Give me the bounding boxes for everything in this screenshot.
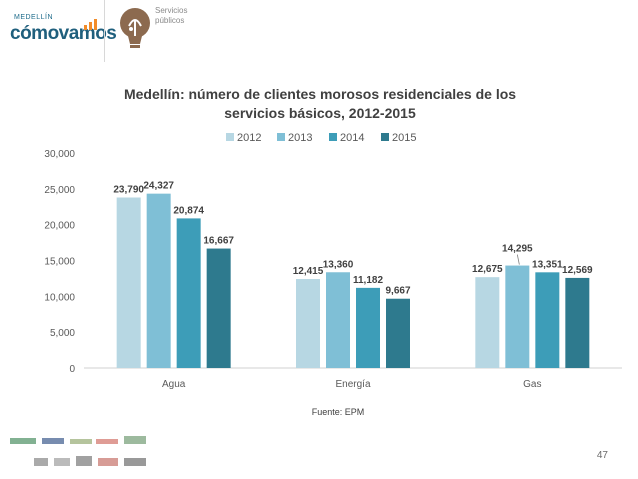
data-label-leader — [516, 254, 520, 265]
bar-energía-2014 — [356, 287, 380, 368]
legend-label: 2012 — [237, 132, 261, 144]
bar-energía-2013 — [326, 272, 350, 368]
bar-gas-2012 — [475, 277, 500, 368]
bar-chart-icon — [84, 19, 97, 30]
y-tick-label: 20,000 — [44, 221, 75, 232]
legend-swatch — [226, 133, 234, 141]
chart-title-line: servicios básicos, 2012-2015 — [224, 105, 416, 121]
data-label: 20,874 — [173, 205, 204, 216]
data-label: 13,360 — [323, 259, 354, 270]
data-label: 12,675 — [472, 264, 503, 275]
bar-agua-2012 — [116, 197, 141, 368]
x-tick-label: Agua — [162, 379, 186, 390]
legend-swatch — [381, 133, 389, 141]
chart-source: Fuente: EPM — [312, 407, 365, 417]
legend-swatch — [329, 133, 337, 141]
legend-label: 2014 — [340, 132, 364, 144]
data-label: 16,667 — [203, 236, 234, 247]
data-label: 12,415 — [293, 266, 324, 277]
page-number: 47 — [596, 450, 608, 461]
data-label: 11,182 — [353, 275, 383, 286]
legend-label: 2015 — [392, 132, 416, 144]
bar-energía-2012 — [296, 279, 320, 368]
y-tick-label: 25,000 — [44, 185, 75, 196]
bar-agua-2013 — [146, 193, 171, 368]
brand-city: MEDELLÍN — [14, 14, 54, 21]
chart-title-line: Medellín: número de clientes morosos res… — [124, 86, 516, 102]
legend-swatch — [277, 133, 285, 141]
y-tick-label: 5,000 — [50, 328, 75, 339]
bar-gas-2013 — [505, 265, 530, 368]
sponsor-logos — [10, 436, 146, 466]
y-tick-label: 10,000 — [44, 292, 75, 303]
bar-gas-2014 — [535, 272, 560, 368]
topic-label: Servicios públicos — [155, 6, 188, 25]
data-label: 14,295 — [502, 244, 533, 255]
data-label: 24,327 — [143, 181, 174, 192]
legend-label: 2013 — [288, 132, 312, 144]
bar-energía-2015 — [386, 298, 410, 368]
x-tick-label: Gas — [523, 379, 541, 390]
data-label: 23,790 — [113, 185, 144, 196]
header-divider — [104, 0, 105, 62]
bar-gas-2015 — [565, 277, 590, 368]
y-tick-label: 30,000 — [44, 149, 75, 160]
bar-agua-2015 — [206, 248, 231, 368]
bar-chart: Medellín: número de clientes morosos res… — [44, 86, 622, 417]
slide-header: MEDELLÍN cómovamos Servicios públicos — [0, 0, 638, 62]
bar-agua-2014 — [176, 218, 201, 368]
lightbulb-icon — [120, 8, 150, 48]
data-label: 9,667 — [385, 286, 410, 297]
y-tick-label: 0 — [69, 364, 75, 375]
y-tick-label: 15,000 — [44, 257, 75, 268]
x-tick-label: Energía — [335, 379, 370, 390]
data-label: 12,569 — [562, 265, 593, 276]
data-label: 13,351 — [532, 259, 563, 270]
